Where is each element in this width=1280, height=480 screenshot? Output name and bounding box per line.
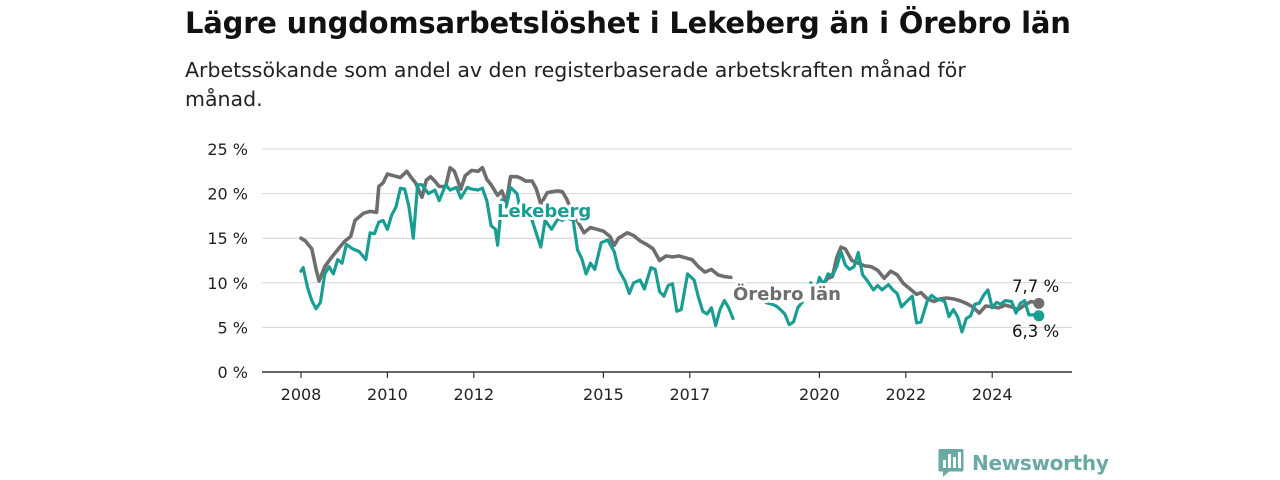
y-tick-label: 15 %: [207, 229, 248, 248]
y-tick-label: 20 %: [207, 185, 248, 204]
x-tick-label: 2008: [281, 385, 322, 404]
x-tick-label: 2017: [669, 385, 710, 404]
series-label-lekeberg: Lekeberg: [497, 201, 591, 222]
series-line-lekeberg: [299, 183, 735, 328]
x-axis-ticks: 2008 2010 2012 2015 2017 2020 2022 2024: [281, 372, 1013, 404]
y-tick-label: 0 %: [218, 363, 248, 382]
y-tick-label: 25 %: [207, 140, 248, 159]
bar-chart-speech-bubble-icon: [938, 449, 964, 477]
y-tick-label: 5 %: [218, 318, 248, 337]
x-tick-label: 2015: [583, 385, 624, 404]
series-line-lekeberg: [809, 250, 1041, 334]
brand-name: Newsworthy: [972, 451, 1109, 475]
end-value-label-orebro-lan: 7,7 %: [1012, 277, 1059, 296]
y-tick-label: 10 %: [207, 274, 248, 293]
x-tick-label: 2010: [367, 385, 408, 404]
x-tick-label: 2020: [799, 385, 840, 404]
series-label-orebro-lan: Örebro län: [733, 283, 841, 305]
end-point-orebro-lan: [1033, 297, 1045, 309]
newsworthy-logo: Newsworthy: [938, 448, 1109, 478]
end-value-label-lekeberg: 6,3 %: [1012, 322, 1059, 341]
x-tick-label: 2022: [885, 385, 926, 404]
series-line-lekeberg: [763, 300, 804, 327]
gridlines: [262, 148, 1072, 373]
chart-subtitle: Arbetssökande som andel av den registerb…: [185, 58, 966, 111]
chart-title: Lägre ungdomsarbetslöshet i Lekeberg än …: [185, 6, 1071, 40]
x-tick-label: 2024: [972, 385, 1013, 404]
x-tick-label: 2012: [453, 385, 494, 404]
series-line-orebro-lan: [299, 165, 733, 283]
y-axis-ticks: 0 % 5 % 10 % 15 % 20 % 25 %: [207, 140, 248, 382]
series-lines: [299, 165, 1045, 334]
series-labels: 7,7 % 6,3 % Lekeberg Örebro län: [494, 198, 1059, 341]
end-point-lekeberg: [1033, 310, 1045, 322]
